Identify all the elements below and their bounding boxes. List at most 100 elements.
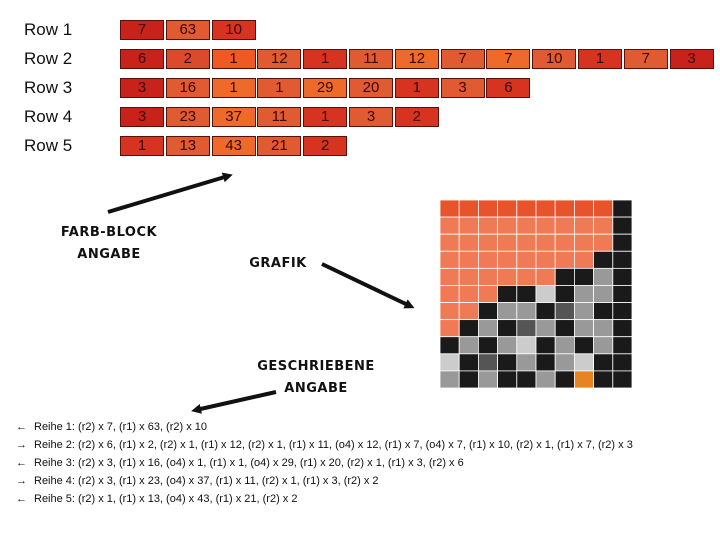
color-block: 3 — [669, 49, 714, 69]
grid-cell — [573, 250, 594, 269]
color-block: 1 — [211, 78, 256, 98]
grid-cell — [535, 200, 556, 218]
grid-cell — [593, 233, 614, 252]
written-line-4: → Reihe 4: (r2) x 3, (r1) x 23, (o4) x 37… — [16, 472, 716, 490]
color-block: 1 — [303, 107, 348, 127]
color-block: 2 — [303, 136, 348, 156]
grid-cell — [497, 336, 518, 355]
grid-cell — [516, 250, 537, 269]
grid-cell — [440, 353, 460, 372]
color-block: 7 — [486, 49, 531, 69]
label-geschriebene: GESCHRIEBENE ANGABE — [246, 356, 386, 400]
grid-cell — [516, 233, 537, 252]
color-block: 1 — [257, 78, 302, 98]
color-block: 29 — [303, 78, 348, 98]
grid-cell — [612, 302, 632, 321]
grid-cell — [573, 216, 594, 235]
right-arrow-icon: → — [16, 439, 27, 451]
color-block: 16 — [165, 78, 210, 98]
grid-cell — [535, 285, 556, 303]
pixel-grid-graphic — [440, 200, 632, 388]
grid-cell — [458, 250, 479, 269]
grid-cell — [593, 353, 614, 372]
grid-cell — [497, 302, 518, 321]
left-arrow-icon: ← — [16, 493, 27, 505]
label-geschriebene-line1: GESCHRIEBENE — [257, 359, 375, 374]
grid-cell — [593, 200, 614, 218]
color-block: 3 — [120, 78, 164, 98]
grid-cell — [573, 267, 594, 286]
grid-cell — [573, 319, 594, 338]
grid-cell — [535, 250, 556, 269]
written-line-3: ← Reihe 3: (r2) x 3, (r1) x 16, (o4) x 1,… — [16, 454, 716, 472]
grid-cell — [497, 353, 518, 372]
grid-cell — [612, 200, 632, 218]
grid-cell — [478, 353, 499, 372]
grid-cell — [612, 233, 632, 252]
grid-cell — [593, 336, 614, 355]
color-block: 11 — [257, 107, 302, 127]
label-grafik: GRAFIK — [238, 253, 318, 275]
grid-cell — [612, 285, 632, 303]
grid-cell — [478, 216, 499, 235]
written-text: Reihe 5: (r2) x 1, (r1) x 13, (o4) x 43,… — [34, 493, 298, 505]
right-arrow-icon: → — [16, 475, 27, 487]
color-block: 7 — [120, 20, 164, 40]
grid-cell — [573, 200, 594, 218]
color-block: 1 — [394, 78, 439, 98]
grid-cell — [573, 233, 594, 252]
grid-cell — [478, 267, 499, 286]
color-block: 1 — [211, 49, 256, 69]
color-block: 1 — [578, 49, 622, 69]
written-instructions: ← Reihe 1: (r2) x 7, (r1) x 63, (r2) x 10… — [16, 418, 716, 508]
grid-cell — [554, 267, 575, 286]
color-block: 2 — [165, 49, 210, 69]
written-text: Reihe 4: (r2) x 3, (r1) x 23, (o4) x 37,… — [34, 475, 379, 487]
grid-cell — [497, 233, 518, 252]
grid-cell — [593, 285, 614, 303]
grid-cell — [440, 319, 460, 338]
grid-cell — [612, 319, 632, 338]
grid-cell — [573, 370, 594, 388]
grid-cell — [593, 267, 614, 286]
grid-cell — [535, 267, 556, 286]
grid-cell — [554, 200, 575, 218]
grid-cell — [573, 336, 594, 355]
color-block: 13 — [165, 136, 210, 156]
grid-cell — [458, 336, 479, 355]
grid-cell — [458, 302, 479, 321]
grid-cell — [458, 353, 479, 372]
color-block: 7 — [623, 49, 668, 69]
grid-cell — [497, 250, 518, 269]
grid-cell — [440, 370, 460, 388]
grid-cell — [573, 302, 594, 321]
grid-cell — [516, 370, 537, 388]
color-block: 6 — [486, 78, 531, 98]
grid-cell — [516, 267, 537, 286]
color-block: 10 — [211, 20, 256, 40]
grid-cell — [535, 336, 556, 355]
grid-cell — [554, 336, 575, 355]
grid-cell — [440, 233, 460, 252]
grid-cell — [497, 285, 518, 303]
color-block: 3 — [440, 78, 485, 98]
color-block: 1 — [303, 49, 348, 69]
color-block: 23 — [165, 107, 210, 127]
grid-cell — [478, 319, 499, 338]
grid-cell — [516, 285, 537, 303]
grid-cell — [458, 285, 479, 303]
grid-cell — [535, 216, 556, 235]
color-block: 1 — [120, 136, 164, 156]
grid-cell — [573, 285, 594, 303]
written-line-1: ← Reihe 1: (r2) x 7, (r1) x 63, (r2) x 10 — [16, 418, 716, 436]
grid-cell — [516, 353, 537, 372]
grid-cell — [458, 233, 479, 252]
color-block: 37 — [211, 107, 256, 127]
color-block: 6 — [120, 49, 164, 69]
grid-cell — [516, 336, 537, 355]
row-label: Row 5 — [24, 136, 73, 155]
grid-cell — [535, 353, 556, 372]
arrow-to-grid — [321, 262, 415, 309]
grid-cell — [593, 319, 614, 338]
label-geschriebene-line2: ANGABE — [284, 381, 348, 396]
